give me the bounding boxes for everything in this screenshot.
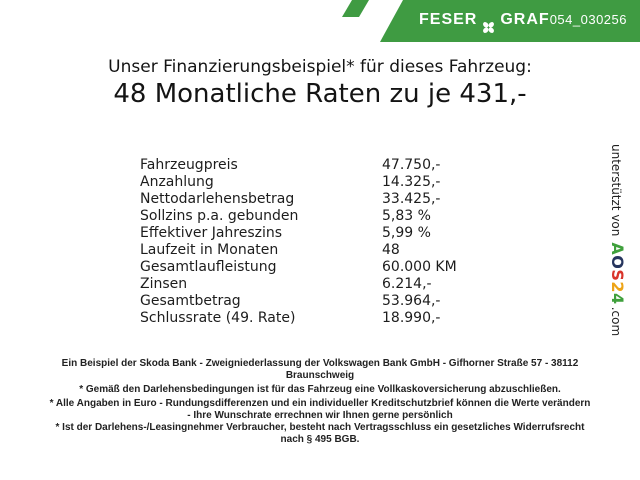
logo-letter-s: S <box>608 269 627 282</box>
aos24-domain-suffix: .com <box>609 306 623 337</box>
disclaimer-line: * Gemäß den Darlehensbedingungen ist für… <box>79 384 561 395</box>
disclaimer-line: Ein Beispiel der Skoda Bank - Zweigniede… <box>61 358 579 369</box>
brand-banner-text: FESER GRAF 054_030256 <box>419 0 627 42</box>
finance-table: Fahrzeugpreis 47.750,- Anzahlung 14.325,… <box>140 157 457 327</box>
row-value: 60.000 KM <box>382 259 457 275</box>
table-row: Nettodarlehensbetrag 33.425,- <box>140 191 457 208</box>
table-row: Fahrzeugpreis 47.750,- <box>140 157 457 174</box>
headline-block: Unser Finanzierungsbeispiel* für dieses … <box>0 56 640 110</box>
page-title: Unser Finanzierungsbeispiel* für dieses … <box>108 57 532 77</box>
disclaimer-line: * Ist der Darlehens-/Leasingnehmer Verbr… <box>55 422 585 433</box>
table-row: Laufzeit in Monaten 48 <box>140 242 457 259</box>
disclaimer: Ein Beispiel der Skoda Bank - Zweigniede… <box>0 358 640 446</box>
row-label: Schlussrate (49. Rate) <box>140 310 296 326</box>
logo-letter-o: O <box>608 255 627 270</box>
row-label: Nettodarlehensbetrag <box>140 191 295 207</box>
row-value: 5,83 % <box>382 208 431 224</box>
table-row: Gesamtlaufleistung 60.000 KM <box>140 259 457 276</box>
row-value: 48 <box>382 242 400 258</box>
disclaimer-line: * Alle Angaben in Euro - Rundungsdiffere… <box>49 398 591 409</box>
page-subtitle: 48 Monatliche Raten zu je 431,- <box>113 79 527 109</box>
row-label: Gesamtlaufleistung <box>140 259 277 275</box>
row-value: 33.425,- <box>382 191 441 207</box>
table-row: Anzahlung 14.325,- <box>140 174 457 191</box>
graf-wordmark: GRAF <box>500 11 550 28</box>
logo-letter-a: A <box>608 242 627 256</box>
table-row: Schlussrate (49. Rate) 18.990,- <box>140 310 457 327</box>
row-value: 53.964,- <box>382 293 441 309</box>
row-label: Fahrzeugpreis <box>140 157 238 173</box>
feser-wordmark: FESER <box>419 11 478 28</box>
logo-letter-2: 2 <box>608 281 627 294</box>
row-label: Zinsen <box>140 276 188 292</box>
clover-icon <box>481 20 496 35</box>
row-value: 14.325,- <box>382 174 441 190</box>
disclaimer-line: nach § 495 BGB. <box>280 434 360 445</box>
row-value: 18.990,- <box>382 310 441 326</box>
dealer-code: 054_030256 <box>549 12 627 27</box>
row-label: Anzahlung <box>140 174 214 190</box>
row-label: Gesamtbetrag <box>140 293 241 309</box>
row-value: 47.750,- <box>382 157 441 173</box>
table-row: Zinsen 6.214,- <box>140 276 457 293</box>
aos24-logo: AOS24 <box>608 242 627 304</box>
logo-letter-4: 4 <box>608 293 627 305</box>
row-value: 6.214,- <box>382 276 432 292</box>
row-label: Sollzins p.a. gebunden <box>140 208 299 224</box>
table-row: Sollzins p.a. gebunden 5,83 % <box>140 208 457 225</box>
table-row: Effektiver Jahreszins 5,99 % <box>140 225 457 242</box>
disclaimer-line: - Ihre Wunschrate errechnen wir Ihnen ge… <box>187 410 453 421</box>
supported-by-note: unterstützt vonAOS24.com <box>608 144 627 336</box>
supported-by-prefix: unterstützt von <box>609 144 623 237</box>
row-value: 5,99 % <box>382 225 431 241</box>
row-label: Laufzeit in Monaten <box>140 242 279 258</box>
brand-banner <box>380 0 640 42</box>
table-row: Gesamtbetrag 53.964,- <box>140 293 457 310</box>
row-label: Effektiver Jahreszins <box>140 225 283 241</box>
disclaimer-line: Braunschweig <box>285 370 355 381</box>
banner-diagonal-stripe <box>342 0 369 17</box>
